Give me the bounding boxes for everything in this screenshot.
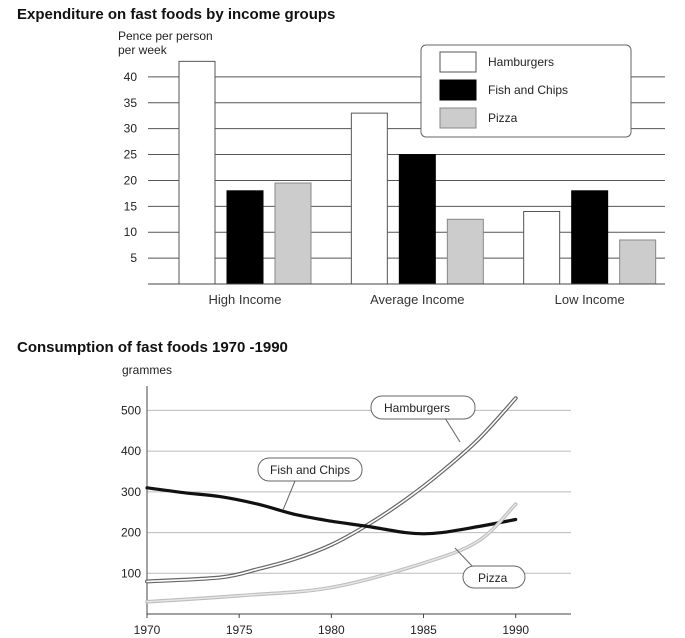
callout-fish-and-chips: Fish and Chips	[257, 457, 363, 511]
callout-pizza-box	[462, 565, 526, 589]
bar-hamburgers-high-income	[178, 60, 216, 285]
bar-chart-category-labels: High Income Average Income Low Income	[209, 292, 625, 307]
callout-fish-and-chips-label: Fish and Chips	[270, 463, 350, 477]
bar-pizza-low-income	[619, 239, 657, 285]
legend-label-hamburgers: Hamburgers	[488, 55, 554, 69]
line-chart-ylabel: grammes	[122, 363, 172, 377]
bar-hamburgers-average-income	[350, 112, 388, 285]
bar-category-label-average-income: Average Income	[370, 292, 464, 307]
line-y-tick-100: 100	[121, 566, 141, 580]
line-x-tick-1990: 1990	[502, 623, 529, 637]
line-chart: Consumption of fast foods 1970 -1990 gra…	[17, 339, 571, 637]
bar-pizza-average-income	[446, 218, 484, 285]
bar-chart-ylabel-line-2: per week	[118, 43, 168, 57]
bar-hamburgers-low-income	[523, 211, 561, 285]
bar-y-tick-40: 40	[124, 70, 138, 84]
callout-hamburgers-pointer	[444, 417, 461, 443]
legend-swatch-fish-and-chips	[439, 79, 477, 101]
legend-swatch-pizza	[439, 107, 477, 129]
line-chart-y-tick-labels: 100 200 300 400 500	[121, 403, 141, 580]
legend-swatch-hamburgers	[439, 51, 477, 73]
callout-hamburgers-box	[370, 395, 476, 420]
bar-y-tick-25: 25	[124, 148, 138, 162]
callout-hamburgers: Hamburgers	[370, 395, 476, 443]
bar-chart: Expenditure on fast foods by income grou…	[17, 6, 665, 307]
line-hamburgers-inner	[146, 397, 517, 583]
line-fish-and-chips	[145, 486, 518, 536]
line-x-tick-1985: 1985	[410, 623, 437, 637]
bar-category-label-high-income: High Income	[209, 292, 282, 307]
line-chart-title: Consumption of fast foods 1970 -1990	[17, 339, 288, 356]
bar-chart-legend: Hamburgers Fish and Chips Pizza	[420, 44, 632, 138]
bar-chart-title: Expenditure on fast foods by income grou…	[17, 6, 335, 23]
bar-y-tick-15: 15	[124, 199, 138, 213]
legend-label-fish-and-chips: Fish and Chips	[488, 83, 568, 97]
bar-chart-bars	[178, 60, 657, 285]
callout-fish-and-chips-box	[257, 457, 363, 482]
bar-y-tick-30: 30	[124, 122, 138, 136]
line-x-tick-1975: 1975	[226, 623, 253, 637]
bar-y-tick-20: 20	[124, 173, 138, 187]
callout-pizza-pointer	[454, 547, 473, 567]
bar-y-tick-10: 10	[124, 225, 138, 239]
bar-pizza-high-income	[274, 182, 312, 285]
callout-pizza: Pizza	[454, 547, 526, 589]
legend-label-pizza: Pizza	[488, 111, 518, 125]
line-y-tick-200: 200	[121, 526, 141, 540]
line-x-tick-1970: 1970	[134, 623, 161, 637]
bar-fish-and-chips-low-income	[571, 190, 609, 285]
bar-fish-and-chips-average-income	[398, 154, 436, 285]
callout-pizza-label: Pizza	[478, 571, 508, 585]
bar-chart-ylabel-line-1: Pence per person	[118, 29, 213, 43]
line-chart-gridlines	[147, 409, 571, 574]
line-y-tick-500: 500	[121, 403, 141, 417]
bar-y-tick-35: 35	[124, 96, 138, 110]
line-chart-series	[145, 396, 518, 604]
callout-fish-and-chips-pointer	[282, 480, 296, 511]
bar-fish-and-chips-high-income	[226, 190, 264, 285]
line-y-tick-400: 400	[121, 444, 141, 458]
callout-hamburgers-label: Hamburgers	[384, 401, 450, 415]
line-pizza-inner	[146, 503, 517, 603]
bar-category-label-low-income: Low Income	[555, 292, 625, 307]
line-chart-x-tick-labels: 1970 1975 1980 1985 1990	[134, 614, 529, 637]
bar-y-tick-5: 5	[130, 251, 137, 265]
line-x-tick-1980: 1980	[318, 623, 345, 637]
bar-chart-y-tick-labels: 5 10 15 20 25 30 35 40	[124, 70, 138, 265]
line-y-tick-300: 300	[121, 485, 141, 499]
